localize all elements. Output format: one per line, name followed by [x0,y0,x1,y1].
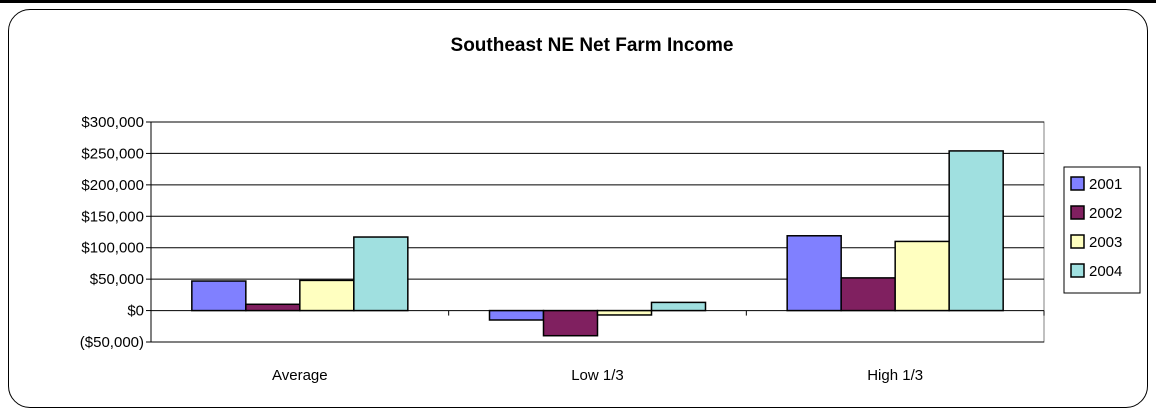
bar-2003-0 [299,279,355,312]
bar-2003-1 [596,309,653,316]
x-tick-label: Average [272,367,328,384]
legend-swatch-2003 [1070,234,1085,249]
bar-2002-0 [245,303,301,312]
bar-2004-2 [948,150,1004,312]
bar-2004-1 [650,301,707,312]
y-tick-label: $0 [127,303,144,320]
x-tick-label: Low 1/3 [571,367,624,384]
x-tick-label: High 1/3 [867,367,923,384]
bar-2002-2 [840,277,896,312]
chart-title: Southeast NE Net Farm Income [451,35,734,56]
x-tick-labels: Average Low 1/3 High 1/3 [272,367,923,384]
legend-label-2004: 2004 [1089,263,1122,280]
legend-label-2001: 2001 [1089,176,1122,193]
y-tick-label: $50,000 [90,271,144,288]
bar-2004-0 [353,236,409,312]
bars [191,150,1004,337]
legend-label-2002: 2002 [1089,205,1122,222]
y-tick-label: ($50,000) [80,334,144,351]
bar-2002-1 [542,309,599,337]
bar-2001-1 [488,309,545,321]
legend-swatch-2004 [1070,263,1085,278]
legend: 2001 2002 2003 2004 [1063,166,1141,294]
legend-label-2003: 2003 [1089,234,1122,251]
bar-2003-2 [894,240,950,312]
axes [146,121,1045,343]
bar-2001-0 [191,280,247,312]
legend-swatch-2002 [1070,205,1085,220]
legend-swatch-2001 [1070,176,1085,191]
y-tick-label: $250,000 [81,145,144,162]
y-tick-label: $100,000 [81,240,144,257]
y-tick-labels: $300,000 $250,000 $200,000 $150,000 $100,000… [80,114,144,351]
bar-2001-2 [786,235,842,312]
y-tick-label: $150,000 [81,208,144,225]
y-tick-label: $300,000 [81,114,144,131]
y-tick-label: $200,000 [81,177,144,194]
top-border-line [0,0,1156,3]
